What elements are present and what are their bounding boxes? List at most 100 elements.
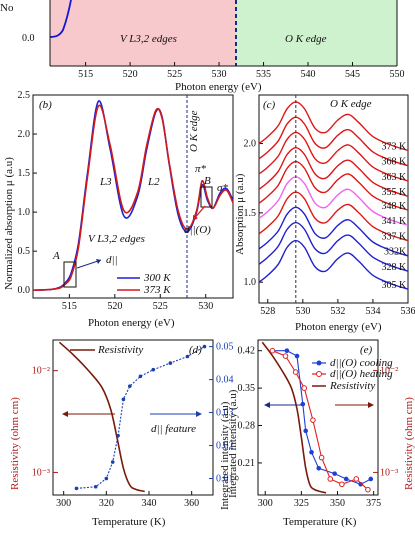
- panel-b-label: (b): [39, 99, 52, 111]
- panel-c-temperature-label: 355 K: [382, 187, 408, 198]
- panel-e-series-point: [292, 369, 299, 375]
- legend-cooling-marker: [316, 360, 322, 366]
- region-v-edges: [50, 0, 236, 66]
- legend-heating-label: d||(O) heating: [330, 368, 393, 380]
- panel-e-series-point: [301, 385, 308, 391]
- panel-c-x-tick-label: 534: [365, 306, 380, 317]
- annot-d-parallel-o: d||(O): [184, 224, 211, 236]
- panel-d-legend: Resistivity: [97, 344, 143, 356]
- panel-e-ticks: 300 325 350 375 0.21 0.28 0.35 0.42 10⁻² 10⁻³: [238, 346, 399, 509]
- panel-c-series: [258, 101, 409, 290]
- panel-c-temperature-label: 363 K: [382, 172, 408, 183]
- panel-c-title: O K edge: [330, 98, 372, 110]
- panel-b-x-tick-label: 530: [198, 301, 213, 312]
- panel-c-y-tick-label: 1.0: [244, 277, 257, 288]
- region-o-edge: [236, 0, 397, 66]
- panel-c-temperature-label: 373 K: [382, 141, 408, 152]
- panel-d: 300 320 340 360 10⁻² 10⁻³ 0.01 0.02 0.03 0.04 0.05…: [9, 339, 239, 528]
- arrow-d-parallel-o-head: [193, 215, 198, 221]
- annot-pi: π*: [195, 163, 207, 175]
- panel-c-x-tick-label: 532: [330, 306, 345, 317]
- panel-c-temperature-label: 332K: [384, 247, 407, 258]
- panel-d-x-tick-label: 340: [142, 498, 157, 509]
- panel-d-intensity-point: [110, 460, 115, 464]
- panel-c-frame: [258, 94, 409, 304]
- top-edge-curve: [49, 0, 72, 38]
- panel-d-intensity-point: [74, 486, 79, 491]
- annot-L2: L2: [147, 176, 160, 188]
- panel-d-ylabel-right: Integrated intensity (a.u): [227, 389, 239, 498]
- panel-e-series-point: [294, 353, 300, 359]
- panel-b-ticks: 515 520 525 530 0.0 0.5 1.0 1.5 2.0 2.5: [18, 90, 214, 312]
- panel-e: 300 325 350 375 0.21 0.28 0.35 0.42 10⁻² 10⁻³ (e)…: [219, 339, 415, 528]
- annot-o-k-edge: O K edge: [188, 110, 200, 152]
- panel-d-resistivity-line: [58, 341, 145, 493]
- panel-c-y-tick-label: 1.5: [244, 208, 257, 219]
- panel-c-temperature-label: 328 K: [382, 262, 408, 273]
- panel-d-intensity-point: [93, 484, 98, 489]
- panel-c-temperature-label: 341 K: [382, 216, 408, 227]
- panel-e-xlabel: Temperature (K): [283, 516, 357, 528]
- panel-b-x-tick-label: 515: [62, 301, 77, 312]
- panel-b-series-line: [32, 100, 234, 291]
- panel-e-series-point: [309, 449, 314, 455]
- arrow-left-resistivity-head: [62, 411, 68, 417]
- top-region-label-o: O K edge: [285, 33, 327, 45]
- panel-d-right-tick-label: 0.03: [216, 408, 234, 419]
- panel-d-intensity-point: [116, 433, 120, 438]
- panel-e-label: (e): [360, 344, 373, 356]
- panel-c-series-line: [258, 239, 409, 290]
- top-ylabel-fragment: No: [0, 2, 14, 14]
- panel-b-x-tick-label: 525: [153, 301, 168, 312]
- panel-d-frame: [52, 339, 214, 496]
- panel-c: 528 530 532 534 536 1.0 1.5 2.0 (c) O K edge 37…: [234, 94, 415, 333]
- panel-c-xlabel: Photon energy (eV): [295, 321, 382, 333]
- panel-d-ylabel-left: Resistivity (ohm cm): [9, 397, 21, 490]
- panel-e-series-point: [300, 401, 306, 407]
- arrow-e-right-head: [368, 402, 374, 408]
- top-x-tick-label: 545: [345, 69, 360, 80]
- top-region-label-v: V L3,2 edges: [120, 33, 177, 45]
- annot-L3: L3: [99, 176, 112, 188]
- panel-d-right-tick-label: 0.01: [216, 474, 234, 485]
- annot-d-parallel: d||: [106, 254, 118, 266]
- panel-e-y-tick-label: 0.28: [238, 421, 256, 432]
- panel-d-intensity-point: [151, 367, 156, 372]
- panel-c-series-line: [258, 221, 409, 272]
- panel-c-x-tick-label: 536: [401, 306, 415, 317]
- panel-c-temperature-label: 305 K: [382, 280, 408, 291]
- panel-d-intensity-point: [104, 476, 109, 481]
- panel-b-y-tick-label: 1.5: [18, 168, 31, 179]
- panel-b-series: [32, 100, 234, 291]
- top-xlabel: Photon energy (eV): [175, 81, 262, 93]
- box-A: [63, 261, 77, 288]
- panel-d-ticks: 300 320 340 360 10⁻² 10⁻³ 0.01 0.02 0.03 0.04 0.05: [32, 342, 234, 509]
- panel-e-series-point: [327, 476, 334, 482]
- annot-sigma: σ*: [217, 182, 228, 194]
- panel-e-series-point: [343, 476, 349, 482]
- panel-d-log-tick-label: 10⁻²: [32, 366, 50, 377]
- panel-d-label: (d): [189, 344, 202, 356]
- panel-e-x-tick-label: 350: [330, 498, 345, 509]
- legend-heating-marker: [316, 371, 322, 377]
- panel-e-x-tick-label: 300: [258, 498, 273, 509]
- panel-c-x-tick-label: 530: [295, 306, 310, 317]
- panel-e-series-point: [339, 481, 345, 488]
- panel-c-series-line: [258, 116, 409, 167]
- top-x-tick-label: 515: [78, 69, 93, 80]
- panel-b-y-tick-label: 0.0: [18, 285, 31, 296]
- panel-e-series-point: [332, 471, 337, 476]
- panel-e-series-point: [284, 348, 290, 353]
- panel-c-series-line: [258, 160, 409, 211]
- panel-b-frame: [32, 94, 234, 299]
- annot-A: A: [52, 250, 60, 262]
- panel-d-right-tick-label: 0.05: [216, 342, 234, 353]
- panel-e-log-tick-label: 10⁻²: [380, 366, 398, 377]
- arrow-e-left-head: [264, 402, 270, 408]
- panel-c-temperature-label: 368 K: [382, 157, 408, 168]
- panel-b: 515 520 525 530 0.0 0.5 1.0 1.5 2.0 2.5 (b) Norma…: [3, 90, 234, 329]
- panel-e-x-tick-label: 325: [294, 498, 309, 509]
- panel-d-right-tick-label: 0.04: [216, 375, 234, 386]
- panel-c-temperature-labels: 373 K 368 K 363 K 355 K 348 K 341 K 337 K 332K 3…: [382, 141, 408, 291]
